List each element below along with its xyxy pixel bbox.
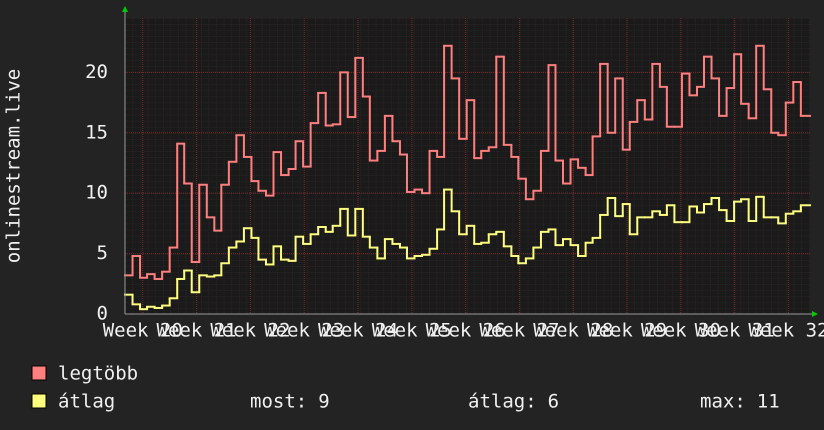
stat-label: most: (250, 391, 307, 413)
y-tick-label: 20 (85, 61, 108, 83)
y-tick-label: 0 (97, 303, 108, 325)
x-tick-label: Week 27 (479, 320, 559, 342)
x-tick-label: Week 30 (641, 320, 721, 342)
y-tick-label: 15 (85, 121, 108, 143)
x-axis-arrow (812, 311, 818, 317)
y-axis-arrow (122, 6, 128, 12)
x-tick-label: Week 29 (587, 320, 667, 342)
x-tick-label: Week 22 (210, 320, 290, 342)
legend-swatch (31, 365, 47, 381)
stat-value: 6 (548, 391, 559, 413)
x-tick-label: Week 25 (372, 320, 452, 342)
x-tick-label: Week 20 (103, 320, 183, 342)
stat-label: max: (700, 391, 746, 413)
minor-grid (125, 18, 810, 314)
legend-label: átlag (58, 391, 115, 413)
stat-label: átlag: (468, 391, 537, 413)
x-tick-label: Week 32 (748, 320, 824, 342)
legend-swatch (31, 393, 47, 409)
x-tick-label: Week 24 (318, 320, 398, 342)
x-tick-label: Week 26 (426, 320, 506, 342)
legend-label: legtöbb (58, 363, 138, 385)
x-tick-label: Week 28 (533, 320, 613, 342)
y-tick-label: 10 (85, 182, 108, 204)
x-tick-label: Week 23 (264, 320, 344, 342)
x-tick-label: Week 31 (695, 320, 775, 342)
stat-value: 11 (757, 391, 780, 413)
y-axis-label: onlinestream.live (3, 69, 25, 263)
y-tick-label: 5 (97, 242, 108, 264)
x-tick-label: Week 21 (157, 320, 237, 342)
stat-value: 9 (318, 391, 329, 413)
marks (124, 44, 811, 311)
